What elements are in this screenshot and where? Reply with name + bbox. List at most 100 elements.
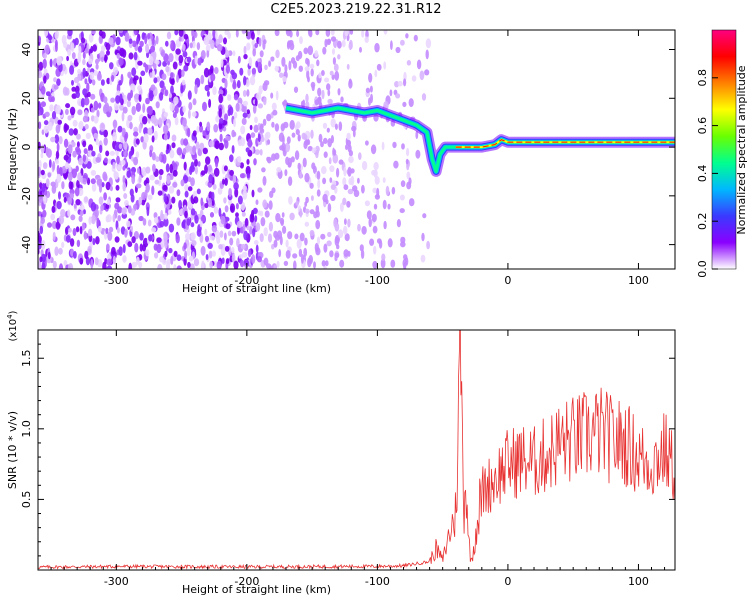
heatmap-cell — [381, 253, 386, 261]
heatmap-cell — [139, 243, 143, 252]
heatmap-cell — [219, 133, 223, 143]
heatmap-cell — [200, 216, 206, 222]
heatmap-cell — [383, 30, 388, 35]
heatmap-cell — [240, 243, 246, 250]
heatmap-cell — [71, 52, 76, 60]
heatmap-cell — [346, 139, 352, 146]
heatmap-cell — [131, 67, 137, 77]
heatmap-cell — [155, 156, 160, 163]
heatmap-cell — [75, 199, 81, 206]
heatmap-cell — [134, 242, 139, 253]
heatmap-cell — [395, 93, 401, 99]
heatmap-cell — [322, 122, 328, 129]
heatmap-cell — [38, 235, 42, 243]
heatmap-cell — [334, 237, 340, 247]
heatmap-cell — [242, 90, 247, 97]
heatmap-cell — [273, 264, 277, 269]
heatmap-cell — [241, 251, 248, 258]
heatmap-cell — [122, 165, 126, 171]
heatmap-cell — [290, 57, 296, 64]
heatmap-cell — [210, 73, 216, 82]
heatmap-cell — [86, 161, 92, 169]
heatmap-cell — [289, 119, 295, 130]
heatmap-cell — [135, 138, 140, 145]
heatmap-cell — [73, 251, 77, 259]
heatmap-cell — [72, 227, 77, 237]
heatmap-cell — [259, 149, 263, 156]
heatmap-cell — [282, 100, 288, 106]
heatmap-cell — [257, 210, 262, 216]
heatmap-cell — [66, 55, 69, 62]
heatmap-cell — [303, 247, 308, 257]
heatmap-cell — [361, 30, 365, 38]
heatmap-cell — [243, 53, 248, 60]
heatmap-cell — [303, 140, 308, 150]
heatmap-cell — [101, 45, 106, 52]
heatmap-cell — [56, 142, 60, 152]
heatmap-cell — [351, 125, 357, 132]
heatmap-cell — [115, 184, 120, 191]
heatmap-cell — [84, 250, 89, 260]
heatmap-cell — [206, 90, 210, 97]
heatmap-cell — [232, 79, 236, 89]
heatmap-cell — [310, 129, 314, 139]
heatmap-cell — [310, 195, 314, 202]
heatmap-cell — [309, 182, 314, 189]
heatmap-cell — [251, 254, 256, 264]
heatmap-cell — [218, 142, 224, 151]
heatmap-cell — [421, 93, 427, 101]
heatmap-cell — [390, 40, 393, 51]
heatmap-cell — [250, 132, 256, 138]
x-tick-label: -300 — [104, 274, 129, 287]
heatmap-cell — [200, 74, 205, 85]
heatmap-cell — [163, 232, 167, 239]
heatmap-cell — [338, 121, 343, 131]
heatmap-cell — [255, 60, 259, 68]
heatmap-cell — [275, 49, 280, 59]
heatmap-cell — [175, 48, 181, 55]
heatmap-cell — [55, 124, 61, 134]
heatmap-cell — [127, 71, 132, 79]
heatmap-cell — [163, 193, 168, 203]
heatmap-cell — [242, 100, 248, 107]
heatmap-cell — [340, 202, 344, 212]
heatmap-cell — [128, 52, 134, 60]
heatmap-cell — [43, 30, 49, 37]
heatmap-cell — [192, 145, 197, 154]
heatmap-cell — [346, 132, 351, 141]
heatmap-cell — [322, 46, 327, 55]
heatmap-cell — [330, 30, 335, 36]
heatmap-cell — [105, 215, 110, 223]
heatmap-cell — [203, 67, 210, 78]
heatmap-cell — [190, 208, 196, 216]
heatmap-cell — [123, 193, 128, 199]
heatmap-cell — [180, 85, 184, 94]
heatmap-cell — [281, 142, 286, 152]
heatmap-cell — [153, 63, 157, 70]
heatmap-cell — [208, 174, 214, 184]
heatmap-cell — [150, 114, 157, 124]
heatmap-cell — [127, 205, 132, 214]
heatmap-cell — [155, 101, 160, 109]
heatmap-cell — [57, 119, 62, 125]
heatmap-cell — [124, 133, 128, 143]
heatmap-cell — [95, 137, 99, 146]
heatmap-cell — [400, 39, 405, 46]
heatmap-cell — [378, 239, 383, 249]
heatmap-cell — [194, 166, 198, 175]
heatmap-cell — [315, 205, 320, 214]
heatmap-cell — [42, 209, 47, 218]
heatmap-cell — [216, 44, 223, 52]
heatmap-cell — [173, 250, 178, 258]
heatmap-cell — [227, 230, 232, 237]
heatmap-cell — [73, 76, 80, 84]
heatmap-cell — [199, 142, 205, 151]
heatmap-cell — [168, 96, 173, 103]
heatmap-cell — [122, 182, 126, 192]
heatmap-cell — [206, 50, 210, 58]
heatmap-cell — [146, 51, 150, 59]
y-tick-label: 1.5 — [20, 349, 33, 367]
heatmap-cell — [207, 242, 213, 249]
heatmap-cell — [243, 45, 247, 55]
heatmap-cell — [276, 167, 282, 173]
